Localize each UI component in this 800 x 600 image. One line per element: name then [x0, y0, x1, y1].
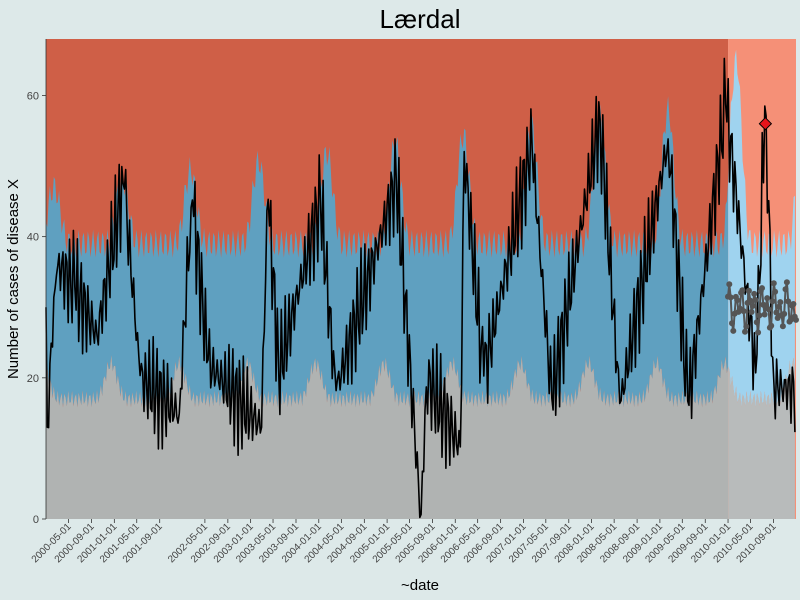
expected-point: [729, 320, 735, 327]
cases-line: [45, 57, 796, 519]
expected-point: [785, 298, 792, 305]
expected-point: [753, 319, 760, 326]
expected-point: [756, 312, 763, 319]
expected-point: [730, 327, 737, 334]
expected-point: [734, 297, 741, 304]
plot-area: [45, 39, 799, 519]
expected-point: [764, 295, 771, 302]
expected-point: [782, 286, 789, 293]
expected-point: [759, 285, 765, 292]
outbreak-marker: [758, 116, 773, 131]
expected-point: [761, 311, 768, 318]
y-tick-label: 40: [27, 232, 39, 244]
y-tick-label: 0: [33, 514, 39, 526]
expected-point: [781, 310, 788, 317]
y-axis-label: Number of cases of disease X: [5, 179, 22, 379]
expected-point: [773, 309, 780, 316]
expected-point: [739, 287, 746, 294]
chart-title: Lærdal: [380, 4, 461, 34]
expected-point: [776, 303, 782, 310]
expected-point: [768, 322, 775, 329]
expected-point: [742, 328, 748, 335]
expected-point: [743, 323, 750, 330]
expected-point: [770, 280, 777, 287]
expected-point: [769, 298, 776, 305]
expected-point: [790, 301, 797, 307]
expected-point: [748, 309, 755, 315]
expected-point: [727, 294, 734, 301]
expected-point: [749, 302, 756, 309]
expected-point: [779, 323, 786, 330]
expected-point: [755, 329, 762, 336]
low-zone-baseline: [46, 355, 729, 519]
y-tick-label: 20: [27, 373, 39, 385]
y-tick-label: 60: [27, 90, 39, 102]
x-axis-label: ~date: [401, 577, 439, 594]
expected-point: [772, 288, 779, 295]
expected-point: [726, 281, 733, 288]
expected-point: [765, 306, 772, 313]
expected-point: [783, 279, 790, 286]
expected-point: [793, 316, 799, 323]
expected-point: [745, 287, 752, 294]
expected-point: [740, 308, 747, 315]
expected-point: [752, 297, 759, 303]
expected-point: [777, 299, 784, 306]
expected-point: [747, 297, 754, 304]
expected-point: [751, 290, 758, 297]
